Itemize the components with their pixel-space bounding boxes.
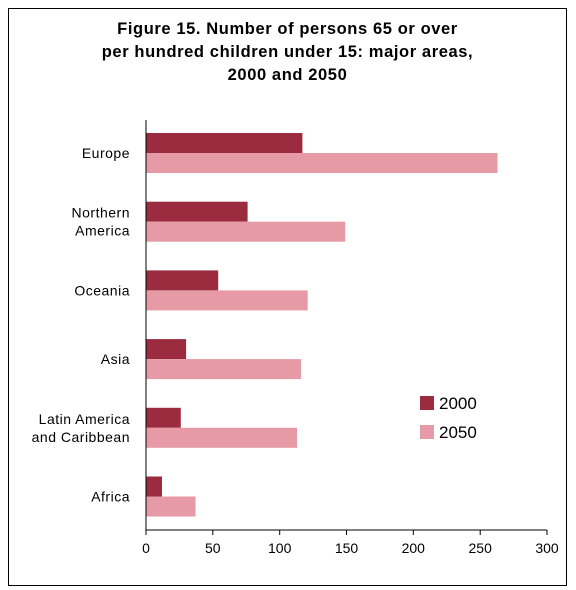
x-tick-label-0: 0 xyxy=(142,540,150,556)
x-tick-label-3: 150 xyxy=(335,540,359,556)
x-tick-label-6: 300 xyxy=(535,540,559,556)
x-tick-label-2: 100 xyxy=(268,540,292,556)
bar-2050-1 xyxy=(146,221,346,242)
bar-2000-2 xyxy=(146,270,219,291)
bar-2000-0 xyxy=(146,133,303,153)
title-line-3: 2000 and 2050 xyxy=(227,66,348,84)
category-label-0: Europe xyxy=(82,145,130,161)
category-label-1-line-2: America xyxy=(75,223,130,239)
x-tick-label-5: 250 xyxy=(469,540,493,556)
bar-2000-1 xyxy=(146,201,248,222)
category-label-4-line-2: and Caribbean xyxy=(32,429,130,445)
bar-2000-5 xyxy=(146,476,162,497)
x-tick-label-4: 200 xyxy=(402,540,426,556)
bar-2000-4 xyxy=(146,407,181,428)
title-line-2: per hundred children under 15: major are… xyxy=(101,43,474,61)
category-label-2: Oceania xyxy=(74,282,130,298)
bar-2050-4 xyxy=(146,427,297,448)
bar-2050-0 xyxy=(146,153,498,173)
category-label-1-line-1: Northern xyxy=(72,205,130,221)
category-label-4-line-1: Latin America xyxy=(39,411,130,427)
bar-2050-3 xyxy=(146,359,302,380)
bar-2050-5 xyxy=(146,496,196,517)
title-line-1: Figure 15. Number of persons 65 or over xyxy=(117,20,458,38)
bar-2000-3 xyxy=(146,339,187,360)
category-label-5: Africa xyxy=(91,489,130,505)
x-tick-label-1: 50 xyxy=(205,540,221,556)
legend-label-2000: 2000 xyxy=(439,394,477,413)
chart-title: Figure 15. Number of persons 65 or over … xyxy=(8,18,567,87)
legend-swatch-2000 xyxy=(420,396,434,410)
legend-swatch-2050 xyxy=(420,425,434,439)
category-label-3: Asia xyxy=(101,351,130,367)
legend-label-2050: 2050 xyxy=(439,423,477,442)
bar-2050-2 xyxy=(146,290,308,311)
